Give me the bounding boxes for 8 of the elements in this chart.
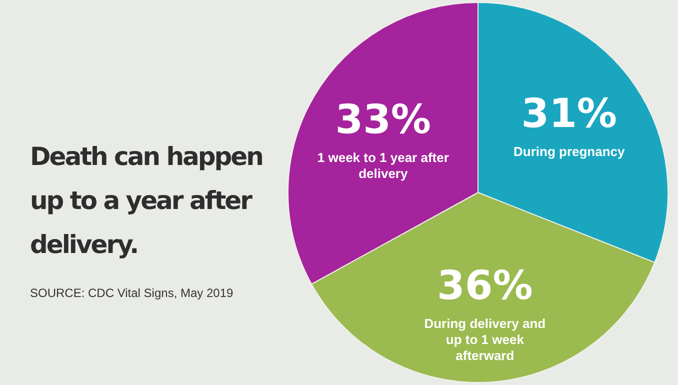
data-label: 36% <box>437 262 533 309</box>
slice-label: During pregnancy <box>514 144 626 160</box>
data-label: 33% <box>335 96 432 143</box>
slice-label: During delivery and up to 1 week afterward <box>424 316 546 364</box>
text: Death can happen up to a year after delivery. <box>30 141 264 261</box>
slice-label: 1 week to 1 year after delivery <box>317 150 449 181</box>
data-label: 31% <box>521 90 618 137</box>
source-note: SOURCE: CDC Vital Signs, May 2019 <box>30 286 234 300</box>
